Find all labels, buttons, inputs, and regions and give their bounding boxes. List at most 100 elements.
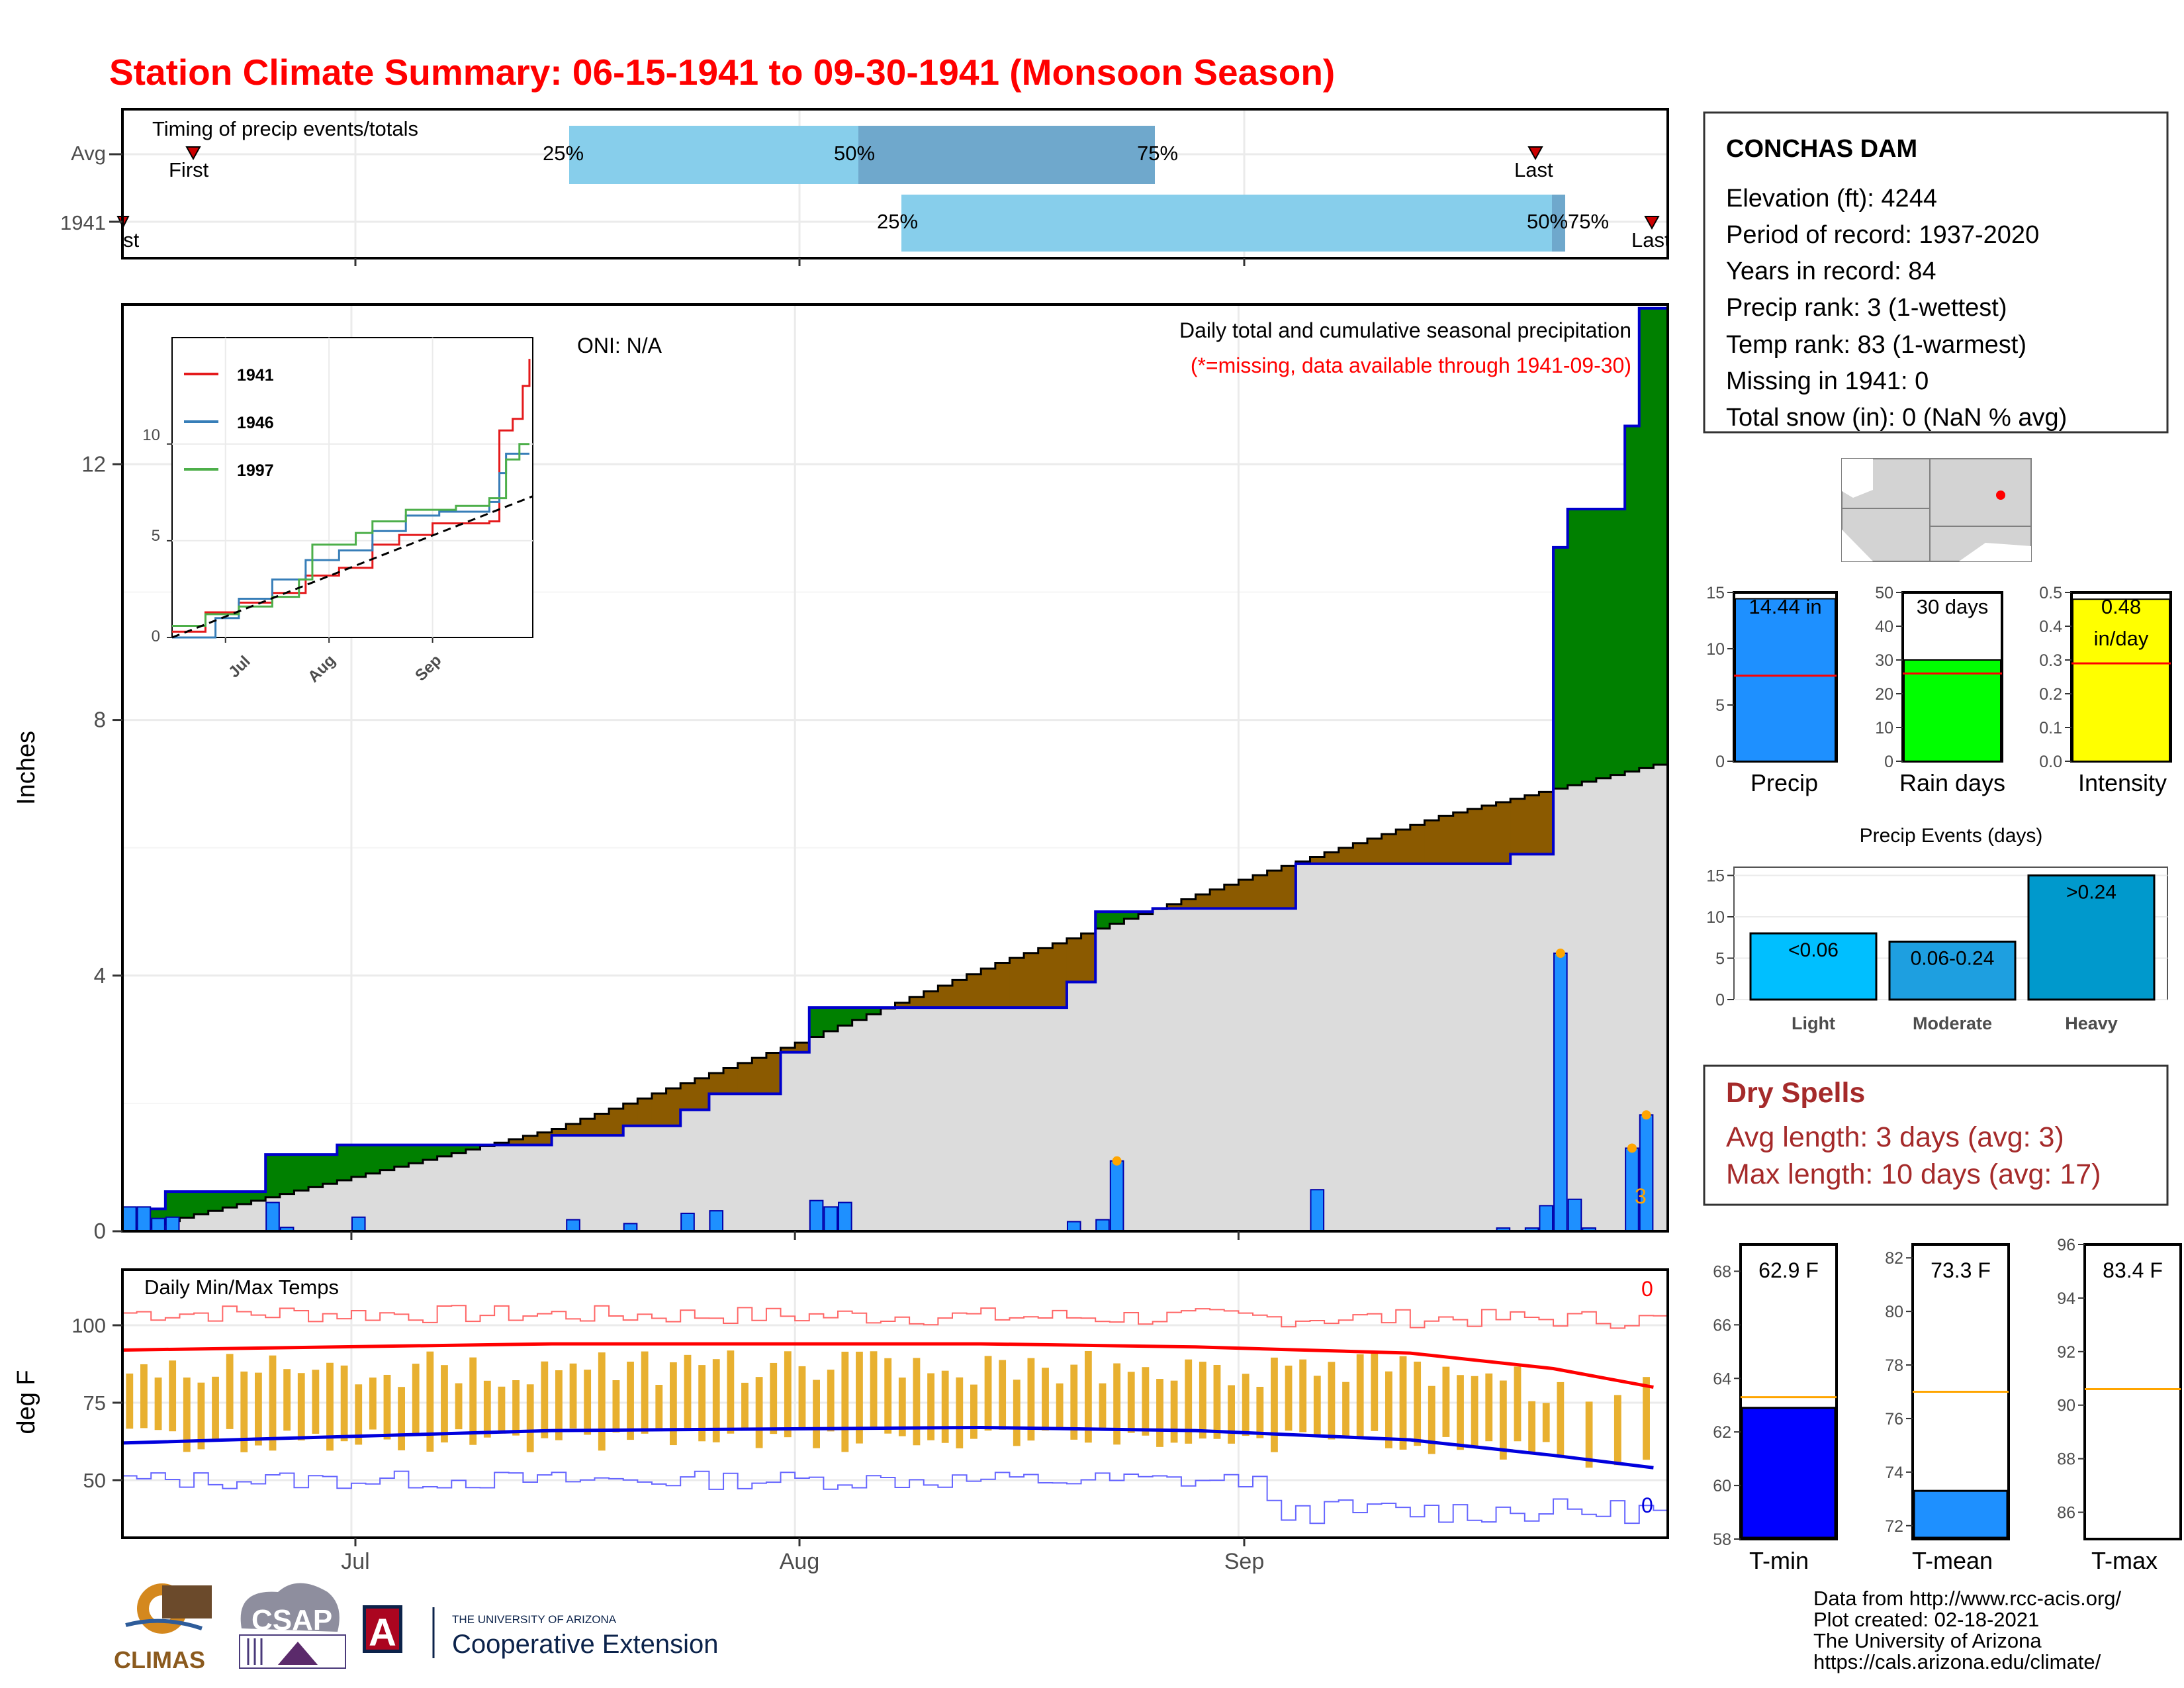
mini-bar-ticklabel: 0.3 [2039,651,2062,670]
mini-bar-ticklabel: 0.2 [2039,685,2062,704]
above-average-area [394,1145,410,1167]
daily-temp-range-bar [1070,1364,1078,1440]
below-average-area [1439,816,1454,864]
timing-avg-50: 50% [834,142,875,165]
below-average-area [1310,857,1325,864]
inset-panel: 1941 1946 1997 0 5 10 Jul Aug Sep [142,337,533,686]
above-average-area [1610,508,1625,775]
above-average-area [1653,308,1668,765]
daily-temp-range-bar [197,1382,205,1450]
mini-bar-ticklabel: 10 [1706,640,1725,659]
daily-precip-bar [823,1206,839,1232]
station-location-dot [1996,491,2005,500]
temp-bar-ticklabel: 66 [1713,1316,1731,1335]
mini-bar-value-0 [1735,598,1836,763]
daily-precip-bar [351,1216,366,1233]
daily-precip-bar [680,1212,695,1233]
below-average-area [1052,943,1068,1008]
daily-temp-range-bar [698,1365,706,1442]
daily-temp-range-bar [612,1380,620,1433]
above-average-area [1553,547,1569,789]
footer-line-3: The University of Arizona [1813,1629,2042,1652]
below-average-area [1009,958,1024,1008]
temperature-bars: T-min T-mean T-max 58 60 62 64 66 68 62.9 F 72 7… [1713,1236,2182,1574]
daily-precip-bar [1095,1219,1110,1233]
below-average-area [995,962,1011,1008]
daily-temp-range-bar [1242,1374,1250,1436]
temp-bar-ticklabel: 74 [1885,1464,1903,1482]
daily-temp-range-bar [956,1377,964,1449]
below-average-area [1066,938,1082,982]
above-average-area [165,1192,181,1221]
climas-logo: CLIMAS [114,1582,215,1673]
daily-temp-range-bar [1156,1379,1163,1447]
daily-temp-range-bar [1471,1376,1479,1446]
above-average-area [322,1154,338,1184]
inset-legend-1946: 1946 [237,414,274,432]
above-average-area [294,1154,309,1191]
daily-temp-range-bar [1299,1359,1307,1432]
temp-bar-ticklabel: 82 [1885,1249,1903,1268]
timing-1941-50-75: 50%75% [1527,210,1609,233]
daily-temp-range-bar [1371,1352,1379,1431]
mini-bar-ticklabel: 0.4 [2039,618,2062,636]
events-bar-moderate [1888,941,2017,1001]
daily-temp-range-bar [827,1370,835,1432]
below-average-area [709,1073,724,1094]
daily-temp-range-bar [655,1385,663,1432]
below-average-area [551,1129,567,1136]
temp-bar-value-1 [1913,1489,2009,1539]
daily-temp-range-bar [669,1362,677,1446]
below-average-area [1367,838,1383,864]
tmax-bar-label: T-max [2091,1547,2158,1574]
daily-temp-range-bar [1313,1376,1321,1436]
below-average-area [1381,834,1396,864]
daily-temp-range-bar [1585,1401,1593,1468]
main-ytick-label: 8 [94,708,106,732]
dry-spells-avg: Avg length: 3 days (avg: 3) [1726,1121,2064,1153]
events-ticklabel: 0 [1715,991,1725,1009]
below-average-area [1410,825,1426,864]
above-average-area [337,1145,352,1181]
above-average-area [1109,912,1125,924]
timing-avg-last-marker [1527,146,1543,161]
temp-bar-ticklabel: 76 [1885,1410,1903,1429]
below-average-area [1253,875,1268,909]
xtick-aug: Aug [780,1549,820,1574]
daily-temp-range-bar [856,1351,863,1444]
mini-bar-valuetext-1: 30 days [1917,595,1989,618]
below-average-area [623,1103,638,1126]
below-average-area [1467,809,1482,864]
temp-ytick-100: 100 [71,1314,106,1337]
mini-bar-ticklabel: 0.1 [2039,719,2062,737]
above-average-area [365,1145,381,1174]
daily-temp-range-bar [226,1354,234,1429]
daily-temp-range-bar [326,1362,334,1451]
temp-bar-valuetext-0: 62.9 F [1758,1258,1819,1282]
below-average-area [508,1139,523,1145]
above-average-area [1625,426,1640,772]
events-category-moderate: Moderate [1913,1013,1992,1033]
inset-series-1941 [172,359,531,633]
ua-extension-logo: A THE UNIVERSITY OF ARIZONA Cooperative … [363,1605,718,1659]
daily-temp-range-bar [727,1350,735,1434]
xtick-jul: Jul [341,1549,369,1574]
below-average-area [1453,812,1468,864]
daily-precip-bar [122,1206,137,1232]
footer-line-2: Plot created: 02-18-2021 [1813,1608,2039,1631]
main-y-axis: 0 4 8 12 [81,451,1240,1243]
avg-max-temp-line [122,1342,1654,1389]
daily-temp-range-bar [455,1383,463,1430]
daily-temp-range-bar [1042,1368,1049,1431]
intensity-bar-label: Intensity [2078,769,2167,796]
temp-bar-ticklabel: 62 [1713,1423,1731,1442]
station-missing: Missing in 1941: 0 [1726,367,1929,395]
dry-spells-title: Dry Spells [1726,1077,1865,1109]
station-precip-rank: Precip rank: 3 (1-wettest) [1726,294,2007,322]
daily-temp-range-bar [898,1378,906,1436]
daily-temp-range-bar [340,1365,348,1442]
temp-bar-ticklabel: 80 [1885,1303,1903,1321]
timing-avg-first: First [169,158,209,181]
daily-precip-bar [1310,1189,1325,1232]
